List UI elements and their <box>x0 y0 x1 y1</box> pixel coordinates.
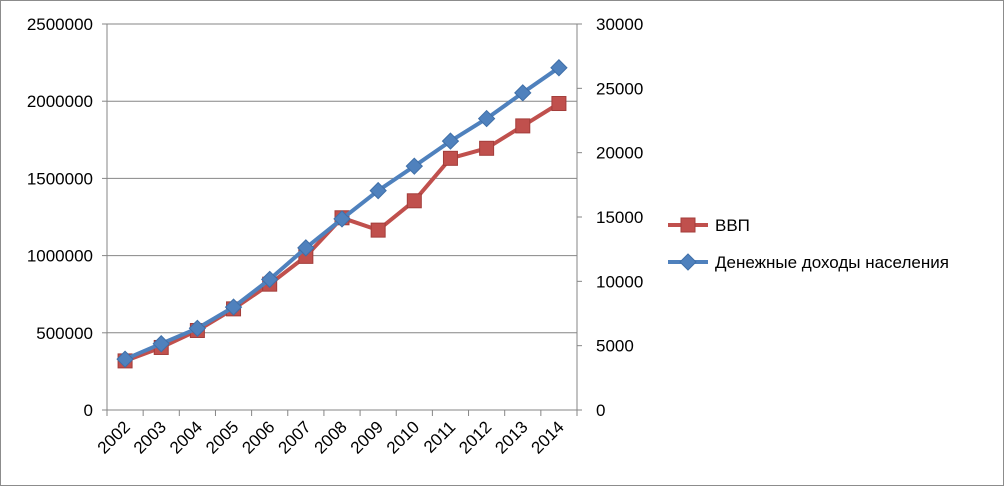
legend-marker-1 <box>680 217 696 233</box>
left-tick-label: 500000 <box>36 324 93 343</box>
series-1-point <box>370 222 386 238</box>
series-layer <box>116 59 568 369</box>
right-tick-label: 25000 <box>596 79 643 98</box>
series-1-point <box>442 150 458 166</box>
right-tick-label: 15000 <box>596 208 643 227</box>
right-tick-label: 0 <box>596 401 605 420</box>
legend: ВВП Денежные доходы населения <box>668 216 949 272</box>
right-y-axis-ticks: 0 5000 10000 15000 20000 25000 30000 <box>577 15 643 420</box>
x-tick-label: 2011 <box>420 417 459 456</box>
x-tick-label: 2008 <box>311 417 351 457</box>
legend-label-1: ВВП <box>715 216 750 235</box>
right-tick-label: 10000 <box>596 272 643 291</box>
right-tick-label: 5000 <box>596 337 634 356</box>
x-tick-label: 2005 <box>202 417 242 457</box>
legend-label-2: Денежные доходы населения <box>715 253 949 272</box>
series-2-point <box>441 132 460 150</box>
legend-marker-2 <box>679 253 697 271</box>
series-2-point <box>477 109 496 128</box>
series-2-point <box>188 319 207 338</box>
x-tick-label: 2010 <box>383 417 423 457</box>
x-axis-ticks: 2002200320042005200620072008200920102011… <box>94 410 578 458</box>
right-tick-label: 30000 <box>596 15 643 34</box>
series-1-point <box>515 118 531 134</box>
series-2-point <box>333 210 351 228</box>
x-tick-label: 2003 <box>130 417 170 457</box>
series-2-point <box>297 239 315 257</box>
series-1-point <box>406 193 422 209</box>
x-tick-label: 2013 <box>491 417 531 457</box>
series-2-point <box>405 157 424 175</box>
series-2-point <box>260 270 279 289</box>
x-tick-label: 2007 <box>274 417 314 457</box>
grid <box>107 23 577 334</box>
series-1-point <box>551 96 567 112</box>
series-2-point <box>116 350 134 368</box>
series-2-point <box>369 181 387 200</box>
left-tick-label: 1000000 <box>27 247 93 266</box>
series-2-point <box>224 298 243 316</box>
left-y-axis-ticks: 0 500000 1000000 1500000 2000000 2500000 <box>27 15 107 420</box>
x-tick-label: 2012 <box>455 417 495 457</box>
left-tick-label: 1500000 <box>27 169 93 188</box>
series-2-point <box>514 84 532 102</box>
series-1-point <box>479 140 495 156</box>
left-tick-label: 2500000 <box>27 15 93 34</box>
x-tick-label: 2006 <box>238 417 278 457</box>
x-tick-label: 2004 <box>166 417 206 457</box>
left-tick-label: 0 <box>84 401 93 420</box>
series-2-point <box>550 59 568 77</box>
x-tick-label: 2014 <box>528 417 568 457</box>
right-tick-label: 20000 <box>596 144 643 163</box>
x-tick-label: 2009 <box>347 417 387 457</box>
series-2-point <box>152 335 170 353</box>
left-tick-label: 2000000 <box>27 92 93 111</box>
x-tick-label: 2002 <box>94 417 134 457</box>
